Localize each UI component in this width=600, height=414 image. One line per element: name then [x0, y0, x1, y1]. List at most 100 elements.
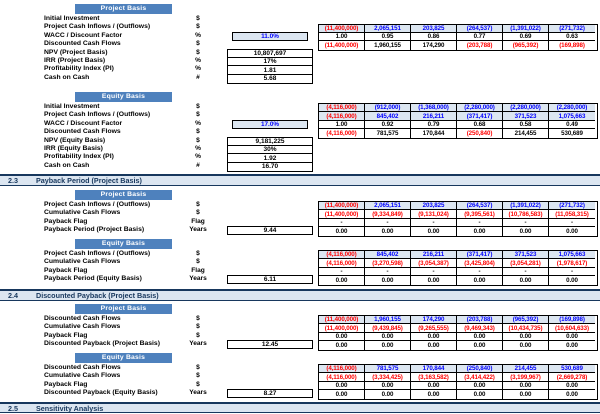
table-cell[interactable]: (169,898) [549, 316, 595, 325]
table-cell[interactable]: (11,400,000) [319, 41, 365, 50]
table-cell[interactable]: - [319, 218, 365, 228]
table-cell[interactable]: (2,669,278) [549, 373, 595, 382]
wacc-input-cell[interactable]: 11.0% [232, 31, 308, 41]
table-cell[interactable]: 0.00 [411, 381, 457, 391]
table-cell[interactable]: - [457, 218, 503, 228]
metric-value-cell[interactable]: 9,181,225 [228, 138, 312, 146]
table-cell[interactable]: 0.00 [549, 332, 595, 342]
table-cell[interactable]: 214,455 [503, 365, 549, 374]
table-cell[interactable]: (371,417) [457, 112, 503, 121]
table-cell[interactable]: 0.00 [319, 390, 365, 399]
table-cell[interactable]: - [503, 218, 549, 228]
table-cell[interactable]: (11,400,000) [319, 24, 365, 33]
table-cell[interactable]: (9,265,555) [411, 324, 457, 333]
table-cell[interactable]: - [365, 267, 411, 277]
table-cell[interactable]: 2,065,151 [365, 24, 411, 33]
table-cell[interactable]: (271,732) [549, 24, 595, 33]
table-cell[interactable]: 0.00 [411, 390, 457, 399]
table-cell[interactable]: 0.00 [549, 276, 595, 285]
table-cell[interactable]: (169,898) [549, 41, 595, 50]
table-cell[interactable]: 0.00 [365, 227, 411, 236]
table-cell[interactable]: 1.00 [319, 32, 365, 42]
table-cell[interactable]: 0.00 [503, 341, 549, 350]
table-cell[interactable]: 1,075,663 [549, 112, 595, 121]
table-cell[interactable]: 0.69 [503, 32, 549, 42]
table-cell[interactable]: (9,469,343) [457, 324, 503, 333]
table-cell[interactable]: 0.00 [365, 390, 411, 399]
table-cell[interactable]: (9,131,024) [411, 210, 457, 219]
table-cell[interactable]: (250,840) [457, 129, 503, 138]
table-cell[interactable]: (3,334,425) [365, 373, 411, 382]
table-cell[interactable]: (11,400,000) [319, 210, 365, 219]
table-cell[interactable]: (1,978,617) [549, 259, 595, 268]
table-cell[interactable]: (3,163,582) [411, 373, 457, 382]
table-cell[interactable]: (371,417) [457, 251, 503, 260]
table-cell[interactable]: (203,788) [457, 316, 503, 325]
table-cell[interactable]: 0.00 [503, 276, 549, 285]
table-cell[interactable]: (9,334,849) [365, 210, 411, 219]
table-cell[interactable]: 0.00 [549, 341, 595, 350]
table-cell[interactable]: 0.00 [365, 381, 411, 391]
table-cell[interactable]: 0.00 [411, 227, 457, 236]
table-cell[interactable]: 0.00 [319, 341, 365, 350]
table-cell[interactable]: 174,290 [411, 41, 457, 50]
discounted-payback-value-cell[interactable]: 12.45 [227, 340, 313, 350]
table-cell[interactable]: - [411, 267, 457, 277]
table-cell[interactable]: (4,116,000) [319, 251, 365, 260]
table-cell[interactable]: (10,604,633) [549, 324, 595, 333]
table-cell[interactable]: 170,844 [411, 129, 457, 138]
table-cell[interactable]: 530,689 [549, 129, 595, 138]
table-cell[interactable]: 0.00 [503, 227, 549, 236]
table-cell[interactable]: 0.68 [457, 120, 503, 130]
table-cell[interactable]: - [365, 218, 411, 228]
table-cell[interactable]: 0.49 [549, 120, 595, 130]
table-cell[interactable]: 845,402 [365, 251, 411, 260]
table-cell[interactable]: 0.00 [549, 390, 595, 399]
table-cell[interactable]: (1,391,022) [503, 202, 549, 211]
table-cell[interactable]: 0.00 [411, 332, 457, 342]
table-cell[interactable]: 170,844 [411, 365, 457, 374]
payback-period-value-cell[interactable]: 6.11 [227, 275, 313, 285]
table-cell[interactable]: - [411, 218, 457, 228]
table-cell[interactable]: (4,116,000) [319, 112, 365, 121]
wacc-input-cell[interactable]: 17.0% [232, 119, 308, 129]
table-cell[interactable]: 0.00 [457, 332, 503, 342]
table-cell[interactable]: 0.77 [457, 32, 503, 42]
table-cell[interactable]: 0.00 [457, 341, 503, 350]
discounted-payback-value-cell[interactable]: 8.27 [227, 389, 313, 399]
table-cell[interactable]: 0.00 [549, 381, 595, 391]
table-cell[interactable]: 0.00 [549, 227, 595, 236]
table-cell[interactable]: 0.00 [411, 276, 457, 285]
table-cell[interactable]: (2,280,000) [503, 104, 549, 113]
table-cell[interactable]: (3,270,598) [365, 259, 411, 268]
table-cell[interactable]: 0.00 [365, 276, 411, 285]
table-cell[interactable]: 781,575 [365, 129, 411, 138]
table-cell[interactable]: (2,280,000) [457, 104, 503, 113]
metric-value-cell[interactable]: 10,807,697 [228, 50, 312, 58]
table-cell[interactable]: 214,455 [503, 129, 549, 138]
table-cell[interactable]: (11,400,000) [319, 324, 365, 333]
table-cell[interactable]: (264,537) [457, 202, 503, 211]
table-cell[interactable]: (4,116,000) [319, 129, 365, 138]
table-cell[interactable]: 216,211 [411, 251, 457, 260]
table-cell[interactable]: 781,575 [365, 365, 411, 374]
table-cell[interactable]: 0.86 [411, 32, 457, 42]
table-cell[interactable]: 0.00 [411, 341, 457, 350]
table-cell[interactable]: 2,065,151 [365, 202, 411, 211]
table-cell[interactable]: (4,116,000) [319, 373, 365, 382]
metric-value-cell[interactable]: 16.70 [261, 163, 279, 171]
table-cell[interactable]: 0.79 [411, 120, 457, 130]
table-cell[interactable]: (3,414,422) [457, 373, 503, 382]
table-cell[interactable]: 203,825 [411, 24, 457, 33]
table-cell[interactable]: 0.00 [319, 276, 365, 285]
table-cell[interactable]: (11,400,000) [319, 316, 365, 325]
table-cell[interactable]: 0.00 [503, 381, 549, 391]
table-cell[interactable]: (4,116,000) [319, 259, 365, 268]
table-cell[interactable]: (3,054,387) [411, 259, 457, 268]
table-cell[interactable]: (264,537) [457, 24, 503, 33]
table-cell[interactable]: 0.00 [457, 390, 503, 399]
table-cell[interactable]: - [319, 267, 365, 277]
metric-value-cell[interactable]: 5.68 [263, 75, 277, 83]
metric-value-cell[interactable]: 30% [228, 146, 312, 155]
table-cell[interactable]: (4,116,000) [319, 104, 365, 113]
